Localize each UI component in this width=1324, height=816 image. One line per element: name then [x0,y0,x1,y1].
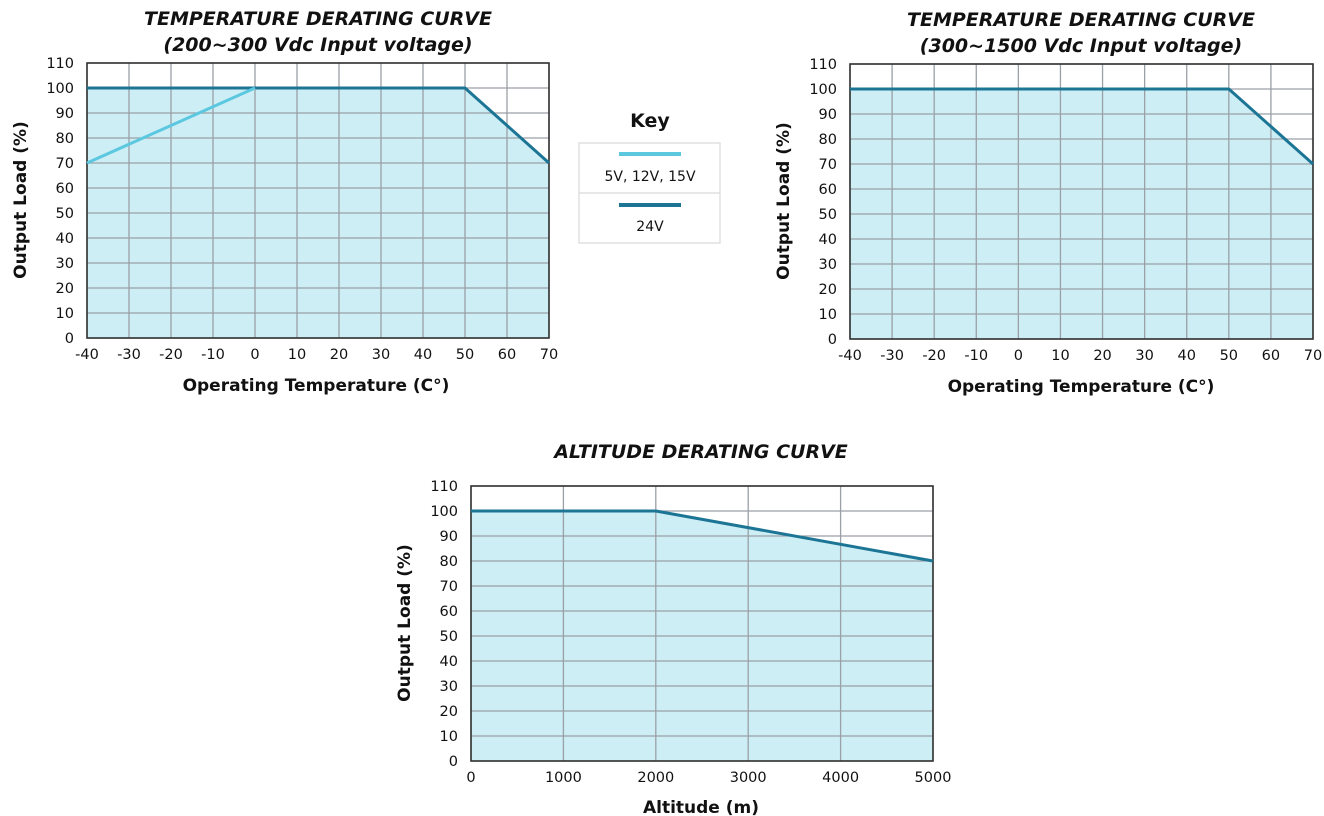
y-tick-label: 40 [819,232,837,248]
series-line-curve [471,509,934,563]
y-tick-label: 70 [819,157,837,173]
y-tick-label: 110 [46,56,74,72]
x-tick-label: 0 [1014,348,1023,364]
plot-frame [86,62,550,339]
y-tick-label: 110 [430,479,458,495]
x-tick-label: 1000 [545,770,582,786]
x-tick-label: -10 [964,348,988,364]
y-tick-label: 50 [819,207,837,223]
y-tick-label: 70 [440,579,458,595]
temperature-derating-chart-300-1500: TEMPERATURE DERATING CURVE (300~1500 Vdc… [774,9,1322,397]
y-tick-label: 20 [56,281,74,297]
x-tick-label: 60 [1262,348,1280,364]
series-line-24v [87,86,550,165]
x-tick-label: -20 [922,348,946,364]
x-tick-label: -20 [159,347,183,363]
y-tick-label: 50 [440,629,458,645]
x-tick-label: 0 [250,347,259,363]
chart-title-line-1: TEMPERATURE DERATING CURVE [144,8,492,30]
plot-area: -40 -30 -20 -10 0 10 20 30 40 50 60 70 0 10 20 30 40 50 60… [809,57,1322,364]
x-tick-label: -40 [838,348,862,364]
x-axis-label: Operating Temperature (C°) [183,376,450,396]
x-tick-label: 3000 [730,770,767,786]
chart-title-line-1: TEMPERATURE DERATING CURVE [907,9,1255,31]
y-tick-label: 10 [819,307,837,323]
y-tick-label: 10 [440,729,458,745]
altitude-derating-chart: ALTITUDE DERATING CURVE 0 1000 2000 3000 400… [395,441,951,816]
y-tick-label: 30 [440,679,458,695]
x-tick-label: 40 [414,347,432,363]
y-axis-label: Output Load (%) [11,121,31,279]
y-tick-label: 0 [828,332,837,348]
x-tick-label: 70 [540,347,558,363]
temperature-derating-chart-200-300: TEMPERATURE DERATING CURVE (200~300 Vdc … [11,8,558,396]
y-tick-label: 90 [819,107,837,123]
y-tick-label: 10 [56,306,74,322]
y-tick-label: 50 [56,206,74,222]
x-tick-label: 2000 [637,770,674,786]
x-axis-label: Operating Temperature (C°) [948,377,1215,397]
x-tick-label: 60 [498,347,516,363]
x-tick-label: 30 [372,347,390,363]
y-tick-label: 80 [819,132,837,148]
x-tick-label: -30 [117,347,141,363]
plot-frame [849,63,1314,340]
y-tick-label: 100 [430,504,458,520]
legend-label-24v: 24V [636,219,664,235]
x-tick-label: 0 [466,770,475,786]
x-tick-label: 4000 [822,770,859,786]
x-tick-label: 50 [1220,348,1238,364]
y-tick-label: 100 [46,81,74,97]
y-tick-label: 20 [819,282,837,298]
y-tick-label: 30 [56,256,74,272]
plot-area: 0 1000 2000 3000 4000 5000 0 10 20 30 40 50 60 70 80 90… [430,479,951,786]
x-tick-label: 5000 [915,770,952,786]
x-tick-label: -40 [75,347,99,363]
y-tick-label: 70 [56,156,74,172]
y-tick-label: 60 [56,181,74,197]
legend-title: Key [630,110,670,132]
x-tick-label: -30 [880,348,904,364]
legend: Key 5V, 12V, 15V 24V [578,110,721,244]
chart-title: ALTITUDE DERATING CURVE [552,441,848,463]
x-tick-label: 30 [1135,348,1153,364]
chart-title-line-2: (200~300 Vdc Input voltage) [163,34,472,56]
x-tick-label: 10 [288,347,306,363]
legend-label-5v-12v-15v: 5V, 12V, 15V [604,169,695,185]
x-axis-label: Altitude (m) [643,798,759,816]
y-tick-label: 60 [440,604,458,620]
y-tick-label: 30 [819,257,837,273]
x-tick-label: 70 [1304,348,1322,364]
y-tick-label: 90 [440,529,458,545]
y-tick-label: 0 [65,331,74,347]
x-tick-label: 20 [1093,348,1111,364]
y-tick-label: 100 [809,82,837,98]
x-tick-label: -10 [201,347,225,363]
x-tick-label: 40 [1178,348,1196,364]
y-tick-label: 40 [56,231,74,247]
y-tick-label: 40 [440,654,458,670]
y-tick-label: 80 [440,554,458,570]
y-tick-label: 80 [56,131,74,147]
y-tick-label: 90 [56,106,74,122]
chart-title-line-2: (300~1500 Vdc Input voltage) [920,35,1242,57]
series-line-5v-12v-15v [86,86,256,165]
y-tick-label: 20 [440,704,458,720]
x-tick-label: 10 [1051,348,1069,364]
y-axis-label: Output Load (%) [774,122,794,280]
y-tick-label: 60 [819,182,837,198]
series-line-curve [850,87,1314,166]
x-tick-label: 20 [330,347,348,363]
x-tick-label: 50 [456,347,474,363]
y-tick-label: 110 [809,57,837,73]
plot-frame [470,485,934,762]
plot-area: -40 -30 -20 -10 0 10 20 30 40 50 60 70 0 10 20 30 40 50 60… [46,56,558,363]
y-axis-label: Output Load (%) [395,544,415,702]
y-tick-label: 0 [449,754,458,770]
